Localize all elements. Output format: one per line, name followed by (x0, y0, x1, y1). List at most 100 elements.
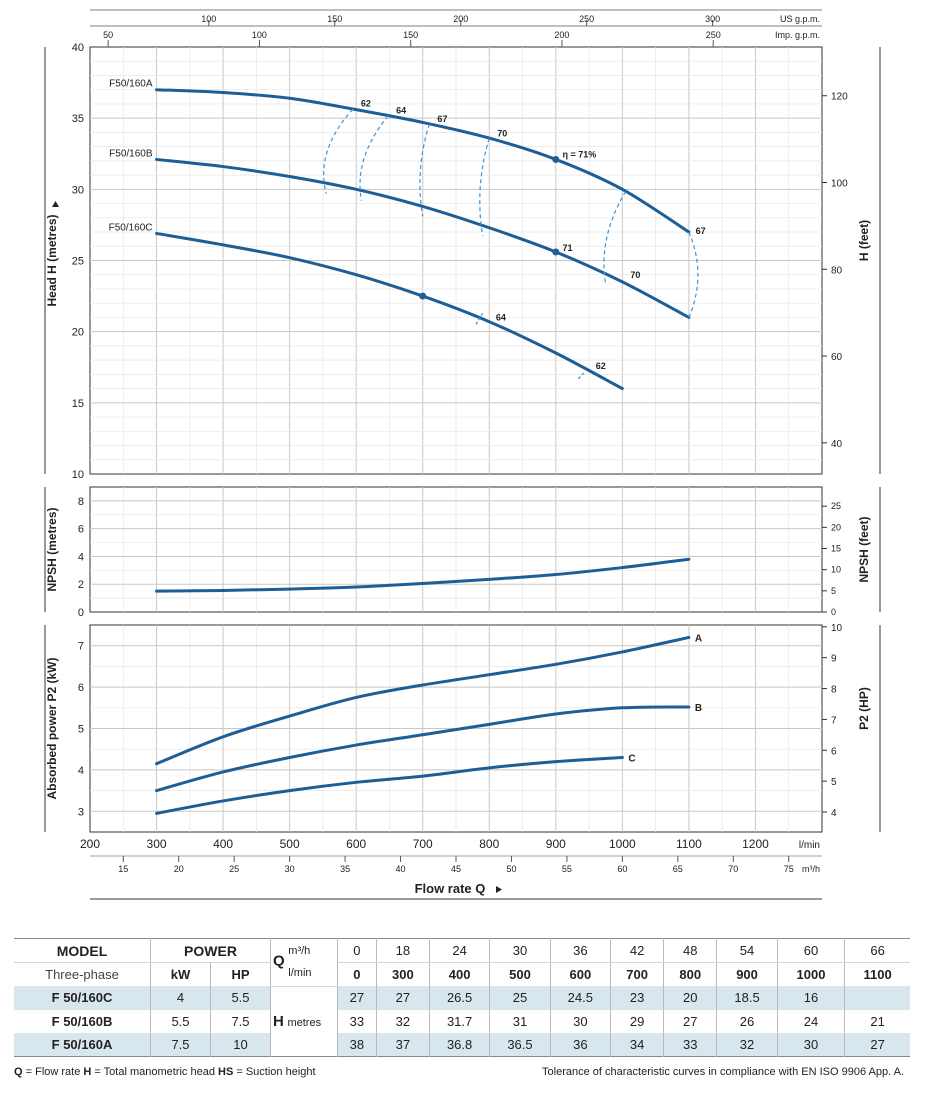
row-h-4: 36 (550, 1032, 612, 1056)
row-h-0: 38 (337, 1032, 377, 1056)
impgpm-tick: 150 (403, 30, 418, 40)
row-model: F 50/160B (14, 1009, 151, 1033)
head-y-tick: 35 (72, 113, 84, 125)
efficiency-label: 62 (361, 99, 371, 109)
q-lmin-0: 0 (337, 962, 377, 986)
row-model: F 50/160C (14, 986, 151, 1010)
row-h-2: 26.5 (429, 986, 491, 1010)
q-lmin-5: 700 (610, 962, 665, 986)
chart-curves (155, 88, 699, 815)
usgpm-unit: US g.p.m. (780, 14, 820, 24)
row-h-7: 26 (716, 1009, 778, 1033)
q-m3h-5: 42 (610, 938, 665, 963)
row-h-8: 24 (777, 1009, 846, 1033)
power-y2-tick: 8 (831, 685, 837, 696)
row-hp: 10 (210, 1032, 271, 1056)
q-lmin-1: 300 (376, 962, 430, 986)
row-kw: 4 (150, 986, 211, 1010)
npsh-y2-tick: 10 (831, 565, 841, 575)
row-h-1: 32 (376, 1009, 430, 1033)
table-row: F 50/160B 5.5 7.5 H metres 33 32 31.7 31… (14, 1009, 910, 1033)
footnote-hs-text: = Suction height (233, 1066, 316, 1078)
x-axis-arrow-icon (496, 886, 502, 893)
npsh-y2-tick: 25 (831, 501, 841, 511)
q-unit-lmin: l/min (288, 967, 312, 980)
table-sub-hp: HP (210, 962, 271, 986)
power-y-tick: 4 (78, 765, 84, 777)
usgpm-tick: 100 (201, 14, 216, 24)
efficiency-label: 71 (562, 243, 572, 253)
power-y-tick: 5 (78, 724, 84, 736)
row-h-6: 20 (663, 986, 718, 1010)
q-lmin-4: 600 (550, 962, 612, 986)
row-h-0: 33 (337, 1009, 377, 1033)
npsh-curve (155, 557, 691, 593)
q-lmin-6: 800 (663, 962, 718, 986)
chart-grid (44, 9, 881, 900)
footnote-hs: HS (218, 1066, 234, 1078)
power-y-tick: 6 (78, 682, 84, 694)
x-axis-label: Flow rate Q (415, 881, 486, 896)
impgpm-tick: 250 (706, 30, 721, 40)
q-lmin-9: 1100 (863, 967, 892, 982)
efficiency-label: 70 (630, 270, 640, 280)
q-m3h-8: 60 (777, 938, 846, 963)
x-tick-lmin: 200 (80, 837, 100, 851)
efficiency-isoline-tick (475, 312, 484, 325)
head-y-tick: 15 (72, 398, 84, 410)
npsh-y-tick: 0 (78, 607, 84, 619)
table-head-power: POWER (150, 938, 271, 963)
table-h-cell: H metres (270, 1009, 338, 1033)
q-m3h-7: 54 (716, 938, 778, 963)
head-curve-f50-160a (155, 88, 691, 234)
footnote-legend: Q = Flow rate H = Total manometric head … (14, 1066, 316, 1078)
x-tick-lmin: 400 (213, 837, 233, 851)
x-tick-m3h: 75 (784, 864, 794, 874)
row-h-9: 27 (844, 1032, 910, 1056)
best-efficiency-point (419, 292, 427, 300)
head-y-tick: 20 (72, 327, 84, 339)
q-lmin-8: 1000 (777, 962, 846, 986)
power-series-label: A (695, 633, 702, 644)
table-q-cell: Q m³/h l/min (270, 938, 338, 987)
impgpm-tick: 100 (252, 30, 267, 40)
row-h-9 (844, 986, 910, 1010)
x-tick-m3h: 20 (174, 864, 184, 874)
usgpm-tick: 200 (453, 14, 468, 24)
q-lmin-2: 400 (429, 962, 491, 986)
x-tick-m3h: 65 (673, 864, 683, 874)
row-h-7: 18.5 (716, 986, 778, 1010)
row-h-7: 32 (716, 1032, 778, 1056)
head-y2-tick: 120 (831, 92, 848, 103)
row-h-0: 27 (337, 986, 377, 1010)
npsh-y-tick: 6 (78, 524, 84, 536)
row-h-5: 34 (610, 1032, 665, 1056)
head-series-label: F50/160A (109, 79, 153, 90)
power-y2-tick: 6 (831, 746, 837, 757)
row-h-2: 31.7 (429, 1009, 491, 1033)
x-tick-lmin: 1100 (676, 837, 702, 851)
head-y-tick: 25 (72, 256, 84, 268)
efficiency-isoline (359, 115, 389, 201)
table-row: F 50/160C 4 5.5 27 27 26.5 25 24.5 23 20… (14, 986, 910, 1010)
efficiency-label: 67 (696, 226, 706, 236)
head-y-tick: 30 (72, 184, 84, 196)
row-model: F 50/160A (14, 1032, 151, 1056)
usgpm-tick: 300 (705, 14, 720, 24)
head-y2-tick: 40 (831, 439, 843, 450)
usgpm-tick: 250 (579, 14, 594, 24)
power-y2-tick: 4 (831, 808, 837, 819)
usgpm-tick: 150 (327, 14, 342, 24)
q-m3h-6: 48 (663, 938, 718, 963)
power-y2-tick: 9 (831, 654, 837, 665)
head-series-label: F50/160B (109, 148, 153, 159)
row-h-8: 16 (777, 986, 846, 1010)
head-y2-tick: 80 (831, 265, 843, 276)
h-letter: H (273, 1012, 284, 1030)
efficiency-label: 70 (497, 129, 507, 139)
table-row: F 50/160A 7.5 10 38 37 36.8 36.5 36 34 3… (14, 1032, 910, 1056)
head-curve-f50-160b (155, 157, 691, 319)
performance-table: MODEL POWER Q m³/h l/min 0 18 24 30 36 4… (14, 938, 910, 1057)
x-tick-m3h: 40 (396, 864, 406, 874)
